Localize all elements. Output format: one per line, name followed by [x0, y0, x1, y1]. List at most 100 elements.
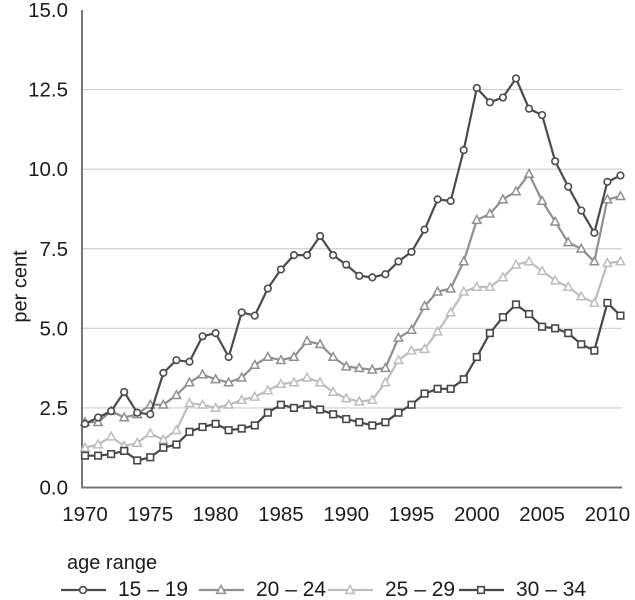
series-line-2024: [85, 172, 621, 424]
marker-1519: [420, 225, 429, 234]
y-tick-label: 0.0: [40, 477, 69, 500]
marker-2024: [157, 398, 169, 409]
marker-1519: [498, 93, 508, 102]
marker-2529: [419, 343, 431, 354]
marker-2024: [575, 242, 587, 253]
marker-2024: [458, 255, 470, 266]
marker-1519: [224, 352, 233, 362]
marker-2024: [445, 282, 457, 293]
marker-2529: [92, 438, 104, 449]
marker-2529: [614, 255, 626, 266]
marker-3034: [498, 313, 508, 322]
marker-3034: [276, 400, 286, 409]
marker-1519: [146, 410, 155, 419]
marker-3034: [433, 384, 442, 393]
legend-marker-30-34-square-icon: [459, 585, 504, 594]
marker-2529: [588, 296, 600, 307]
marker-2529: [105, 430, 117, 441]
marker-3034: [224, 426, 233, 435]
marker-2024: [432, 285, 444, 296]
marker-3034: [315, 405, 325, 414]
marker-2529: [262, 384, 274, 395]
marker-1519: [250, 311, 259, 320]
marker-1519: [381, 270, 390, 279]
marker-1519: [407, 247, 416, 257]
marker-2024: [170, 389, 182, 400]
marker-2024: [419, 300, 431, 311]
marker-1519: [172, 356, 181, 365]
marker-2529: [249, 390, 261, 401]
marker-2024: [314, 338, 326, 349]
marker-1519: [159, 368, 168, 378]
legend-marker-15-19-circle-icon: [61, 585, 106, 594]
marker-3034: [407, 400, 416, 409]
marker-3034: [472, 352, 481, 362]
y-tick-label: 12.5: [28, 79, 68, 102]
marker-2529: [236, 393, 248, 405]
legend-label-30-34: 30 – 34: [516, 577, 587, 600]
marker-3034: [263, 408, 272, 417]
marker-3034: [302, 400, 312, 409]
x-tick-label: 2010: [585, 503, 631, 526]
marker-3034: [368, 421, 377, 430]
marker-2024: [288, 351, 300, 362]
marker-3034: [420, 389, 429, 398]
marker-3034: [459, 375, 468, 384]
marker-3034: [511, 300, 521, 309]
marker-1519: [237, 308, 246, 317]
marker-2024: [562, 236, 574, 247]
marker-2024: [184, 376, 195, 387]
y-axis-title: per cent: [9, 250, 32, 323]
marker-1519: [485, 98, 494, 107]
marker-2024: [262, 351, 274, 362]
marker-1519: [329, 251, 338, 260]
y-tick-label: 10.0: [28, 158, 68, 181]
marker-3034: [198, 422, 207, 432]
marker-2529: [445, 306, 457, 317]
marker-2529: [275, 378, 287, 389]
marker-2529: [223, 398, 235, 409]
marker-3034: [603, 298, 612, 307]
marker-1519: [276, 265, 286, 274]
marker-2024: [92, 416, 104, 427]
marker-2024: [379, 362, 391, 373]
marker-3034: [394, 408, 403, 417]
marker-2529: [366, 393, 378, 405]
marker-3034: [172, 440, 181, 449]
marker-2024: [588, 255, 600, 266]
legend-label-20-24: 20 – 24: [256, 577, 327, 600]
x-tick-label: 2005: [519, 503, 565, 526]
marker-2529: [301, 371, 313, 382]
marker-2024: [510, 185, 522, 196]
y-tick-label: 7.5: [40, 238, 69, 261]
marker-2024: [223, 376, 235, 387]
legend-item-15-19: 15 – 19: [60, 577, 188, 600]
marker-1519: [616, 171, 625, 180]
marker-3034: [289, 403, 299, 413]
marker-2529: [353, 395, 365, 406]
marker-2529: [406, 344, 417, 355]
marker-2529: [327, 386, 339, 397]
x-tick-label: 1990: [323, 503, 369, 526]
legend-label-15-19: 15 – 19: [118, 577, 189, 600]
marker-1519: [472, 83, 481, 93]
marker-2529: [210, 401, 222, 412]
marker-3034: [211, 419, 220, 428]
marker-2529: [536, 265, 548, 276]
legend-item-25-29: 25 – 29: [327, 577, 455, 600]
marker-2529: [170, 424, 182, 435]
marker-3034: [616, 311, 625, 320]
marker-2024: [236, 371, 248, 382]
legend-item-20-24: 20 – 24: [198, 577, 326, 600]
marker-3034: [342, 414, 351, 424]
marker-2529: [510, 258, 522, 269]
marker-2024: [549, 215, 561, 226]
marker-2024: [340, 360, 352, 371]
marker-1519: [133, 408, 142, 417]
marker-2024: [249, 358, 261, 369]
marker-1519: [263, 284, 272, 293]
marker-3034: [485, 329, 494, 338]
marker-2024: [601, 193, 613, 204]
marker-1519: [551, 157, 560, 166]
